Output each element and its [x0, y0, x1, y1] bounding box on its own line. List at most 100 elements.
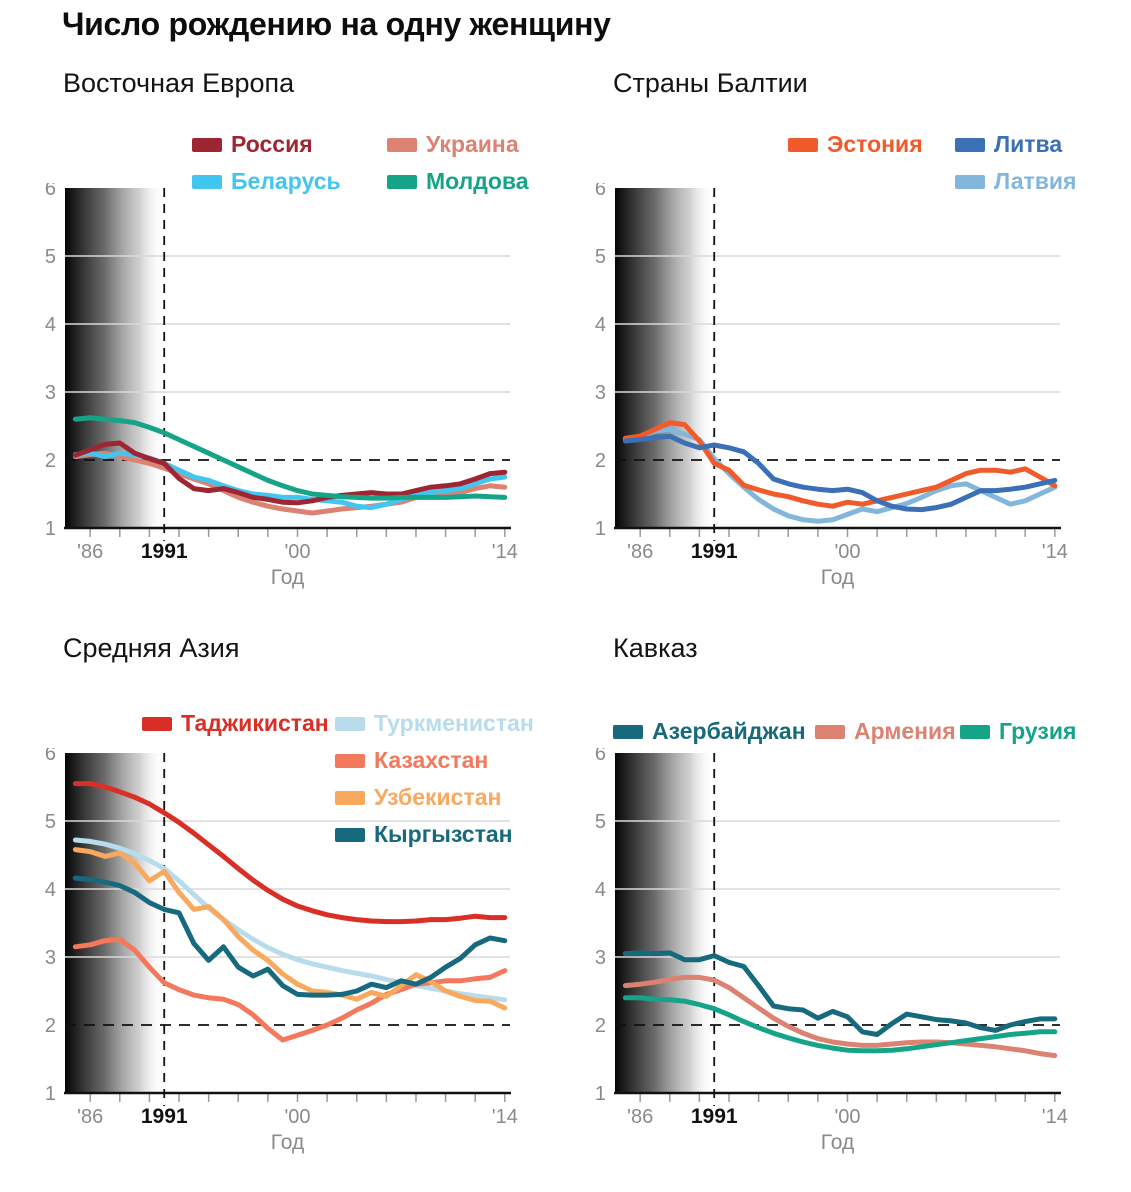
x-tick-label: '00 [284, 541, 310, 563]
chart-plot-baltic-states: 1 2 3 4 5 6 '86 1991 '00 '14 Год [595, 183, 1068, 589]
x-axis-title: Год [271, 1131, 304, 1154]
legend-swatch [335, 790, 365, 805]
legend: Россия Беларусь Украина Молдова [192, 126, 582, 200]
legend-swatch [613, 724, 643, 739]
series-line-Кыргызстан [72, 875, 508, 998]
series-line-Азербайджан [622, 950, 1058, 1037]
x-tick-label: '14 [1042, 1106, 1068, 1128]
y-tick-label: 3 [595, 382, 606, 404]
x-tick-label: '86 [77, 1106, 103, 1128]
legend-label: Латвия [994, 168, 1077, 194]
y-tick-label: 1 [595, 518, 606, 540]
soviet-era-shading [65, 753, 165, 1093]
legend-item: Эстония [788, 126, 955, 163]
y-tick-label: 4 [595, 879, 606, 901]
legend-swatch [192, 137, 222, 152]
x-tick-label: '00 [834, 1106, 860, 1128]
x-axis-title: Год [821, 1131, 854, 1154]
y-tick-label: 6 [595, 183, 606, 200]
legend-item: Казахстан [335, 742, 528, 779]
x-tick-label: '14 [1042, 541, 1068, 563]
series-line-Литва [622, 433, 1058, 513]
legend-item: Туркменистан [335, 705, 534, 742]
legend-label: Армения [854, 718, 956, 744]
y-tick-label: 2 [45, 450, 56, 472]
legend-column: Таджикистан [142, 705, 335, 853]
legend-item: Азербайджан [613, 713, 815, 750]
y-tick-label: 1 [595, 1083, 606, 1105]
x-tick-label: '14 [492, 1106, 518, 1128]
y-tick-label: 5 [45, 246, 56, 268]
y-tick-label: 4 [45, 879, 56, 901]
chart-plot-caucasus: 1 2 3 4 5 6 '86 1991 '00 '14 Год [595, 748, 1068, 1154]
legend-label: Туркменистан [374, 710, 534, 736]
y-tick-label: 2 [595, 450, 606, 472]
legend-column: Азербайджан [613, 713, 815, 750]
legend-item: Молдова [387, 163, 582, 200]
y-tick-label: 5 [595, 246, 606, 268]
soviet-era-shading [65, 188, 165, 528]
x-tick-label: '14 [492, 541, 518, 563]
page-title: Число рождению на одну женщину [62, 6, 611, 42]
series-line-Эстония [622, 420, 1058, 509]
legend-item: Узбекистан [335, 779, 528, 816]
x-axis-title: Год [821, 566, 854, 589]
legend-label: Эстония [827, 131, 923, 157]
legend-swatch [335, 827, 365, 842]
legend-swatch [387, 174, 417, 189]
legend-swatch [955, 137, 985, 152]
legend-label: Молдова [426, 168, 529, 194]
x-tick-label: '86 [627, 1106, 653, 1128]
panel-title: Восточная Европа [63, 68, 295, 98]
x-axis-title: Год [271, 566, 304, 589]
panel-eastern-europe: Восточная Европа Россия Беларусь Украина Мо… [20, 68, 565, 628]
legend-item: Латвия [955, 163, 1122, 200]
legend-label: Украина [426, 131, 519, 157]
legend-column: Россия Беларусь [192, 126, 387, 200]
panel-title: Страны Балтии [613, 68, 808, 98]
y-tick-label: 3 [45, 947, 56, 969]
series-line-Россия [72, 440, 508, 506]
panel-caucasus: Кавказ Азербайджан Армения Грузия 1 2 3 4 5 6 '8… [570, 633, 1115, 1192]
legend-item: Беларусь [192, 163, 387, 200]
y-tick-label: 6 [595, 748, 606, 765]
legend-column: Туркменистан Казахстан Узбекистан Кыргызста… [335, 705, 534, 853]
series-line-Таджикистан [72, 781, 508, 925]
legend-label: Узбекистан [374, 784, 502, 810]
series-line-Молдова [72, 415, 508, 501]
legend-label: Казахстан [374, 747, 489, 773]
legend-column: Грузия [960, 713, 1076, 750]
series-line-Армения [622, 974, 1058, 1059]
legend-column: Украина Молдова [387, 126, 582, 200]
legend: Азербайджан Армения Грузия [613, 713, 1076, 750]
chart-plot-eastern-europe: 1 2 3 4 5 6 '86 1991 '00 '14 Год [45, 183, 518, 589]
legend-swatch [788, 137, 818, 152]
legend: Эстония Литва Латвия [788, 126, 1122, 200]
y-tick-label: 5 [595, 811, 606, 833]
series-line-Грузия [622, 995, 1058, 1054]
panel-title: Кавказ [613, 633, 698, 663]
x-tick-label: '86 [77, 541, 103, 563]
legend-label: Кыргызстан [374, 821, 513, 847]
y-tick-label: 6 [45, 183, 56, 200]
x-tick-label: '86 [627, 541, 653, 563]
x-tick-label: 1991 [691, 540, 738, 563]
y-tick-label: 2 [595, 1015, 606, 1037]
x-tick-label: '00 [284, 1106, 310, 1128]
legend-item: Россия [192, 126, 387, 163]
y-tick-label: 1 [45, 1083, 56, 1105]
legend-label: Литва [994, 131, 1063, 157]
legend-label: Беларусь [231, 168, 341, 194]
legend-column: Эстония [788, 126, 955, 200]
legend-swatch [335, 716, 365, 731]
legend-swatch [142, 716, 172, 731]
x-tick-label: 1991 [691, 1105, 738, 1128]
chart-plot-central-asia: 1 2 3 4 5 6 '86 1991 '00 '14 Год [45, 748, 518, 1154]
x-tick-label: 1991 [141, 1105, 188, 1128]
legend-label: Таджикистан [181, 710, 329, 736]
legend-swatch [960, 724, 990, 739]
legend: Таджикистан Туркменистан Казахстан Узбекист… [142, 705, 534, 853]
y-tick-label: 6 [45, 748, 56, 765]
legend-item: Литва [955, 126, 1122, 163]
